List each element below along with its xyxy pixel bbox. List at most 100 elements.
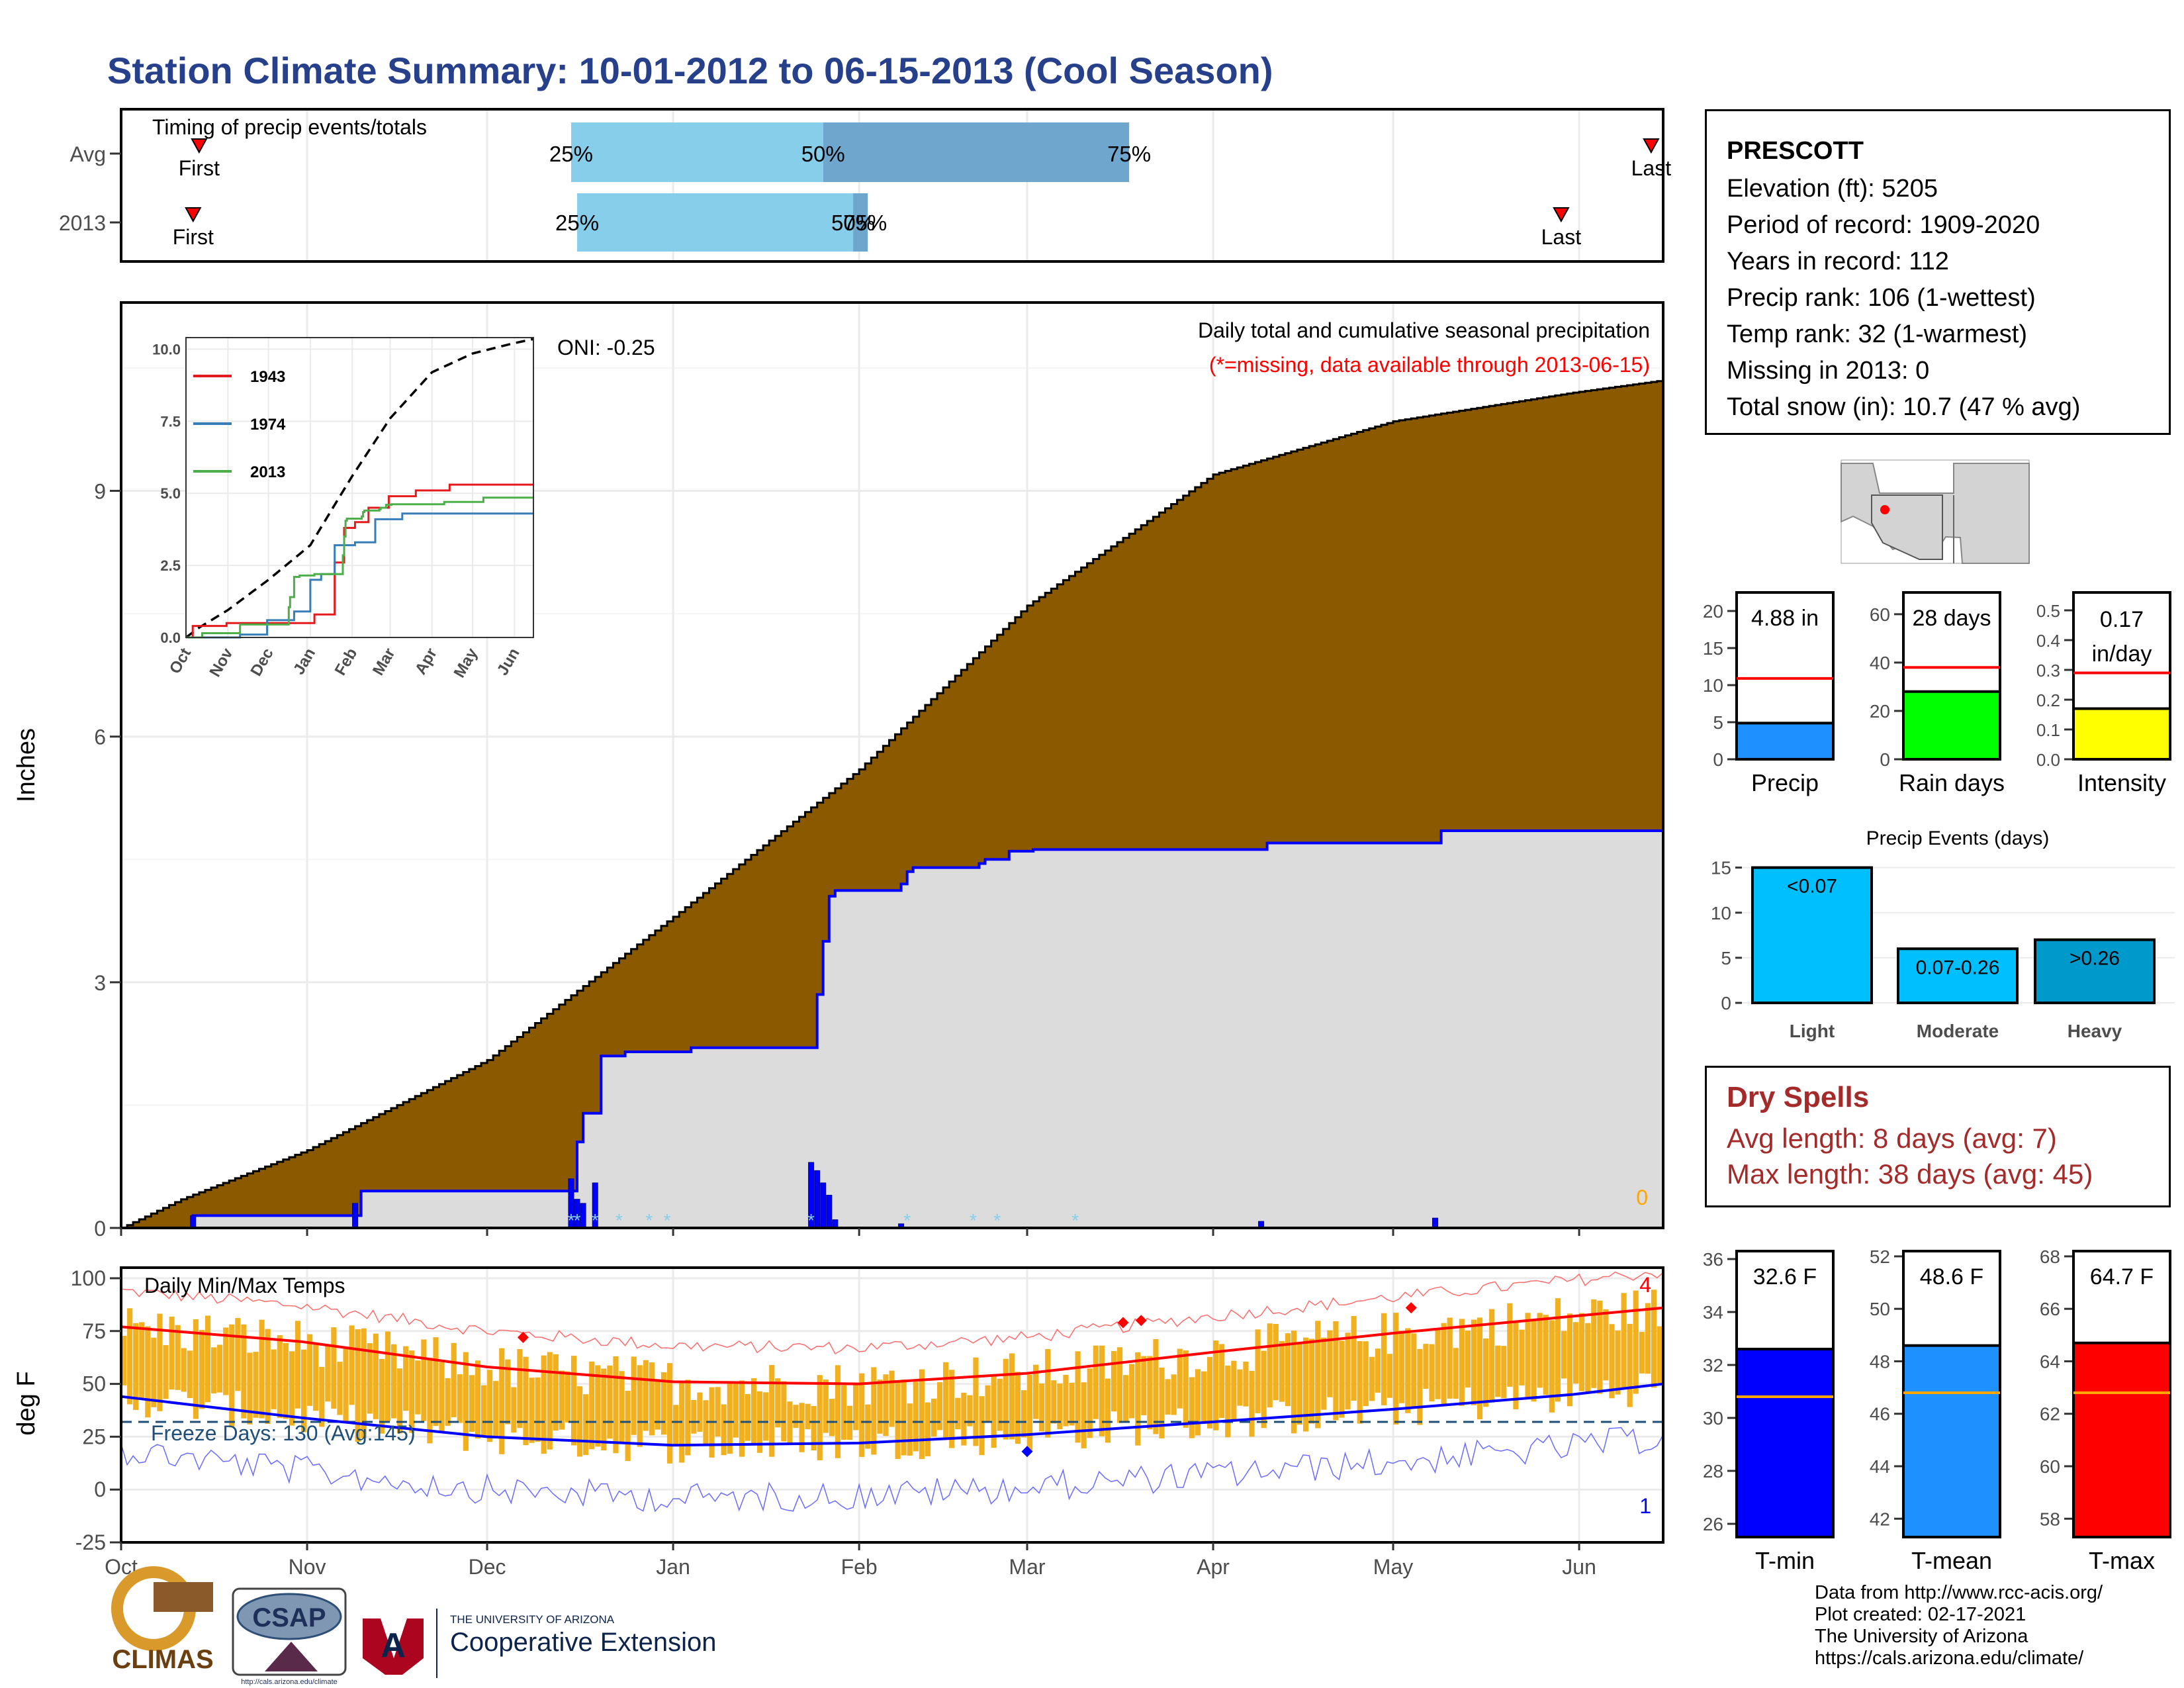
temp-daily-bar <box>427 1358 433 1444</box>
temp-daily-bar <box>1045 1348 1051 1438</box>
page-title: Station Climate Summary: 10-01-2012 to 0… <box>107 50 1273 91</box>
inset-ytick-label: 10.0 <box>152 341 181 357</box>
temp-daily-bar <box>823 1380 829 1433</box>
temp-daily-bar <box>853 1383 859 1430</box>
side-category-label: T-max <box>2089 1547 2155 1574</box>
footer-line-url: https://cals.arizona.edu/climate/ <box>1815 1648 2084 1669</box>
side-value-label: 28 days <box>1912 606 1991 631</box>
temp-daily-bar <box>595 1365 601 1447</box>
precip-trace-marker: * <box>574 1210 581 1231</box>
temp-daily-bar <box>1399 1331 1405 1403</box>
inset-line-1974 <box>186 512 533 639</box>
timing-avg-bar-low <box>570 122 823 182</box>
timing-pct-label: 75% <box>1107 142 1151 166</box>
temp-record-high-marker <box>1405 1302 1417 1314</box>
precip-ytick-label: 0 <box>94 1217 106 1241</box>
temp-daily-bar <box>901 1380 907 1456</box>
timing-pct-label: 25% <box>555 211 599 235</box>
events-category-label: Moderate <box>1917 1021 1999 1041</box>
temp-daily-bar <box>307 1334 313 1406</box>
logos: CLIMAS CSAP http://cals.arizona.edu/climat… <box>111 1566 716 1686</box>
precip-daily-bar <box>820 1182 827 1229</box>
temp-daily-bar <box>871 1367 877 1455</box>
temp-daily-bar <box>505 1359 511 1425</box>
temp-daily-bar <box>967 1395 973 1427</box>
temp-daily-bar <box>1021 1390 1027 1438</box>
side-bar <box>1735 1348 1835 1538</box>
temp-daily-bar <box>529 1378 535 1443</box>
temp-daily-bar <box>811 1406 817 1451</box>
precip-title-line2: (*=missing, data available through 2013-… <box>1209 353 1650 377</box>
side-ytick-label: 66 <box>2040 1299 2060 1319</box>
temp-daily-bar <box>1327 1330 1333 1397</box>
side-ytick-label: 15 <box>1703 638 1723 659</box>
temp-daily-bar <box>721 1404 727 1456</box>
station-line-snow: Total snow (in): 10.7 (47 % avg) <box>1727 393 2081 421</box>
temp-daily-bar <box>199 1330 205 1409</box>
temp-daily-bar <box>1435 1328 1441 1399</box>
logo-csap-text: CSAP <box>252 1603 326 1632</box>
temp-daily-bar <box>1387 1354 1393 1398</box>
temp-daily-bar <box>403 1346 409 1411</box>
events-bar-label: 0.07-0.26 <box>1916 957 2000 978</box>
temp-daily-bar <box>1537 1313 1543 1388</box>
temp-daily-bar <box>175 1325 181 1390</box>
side-category-label: T-min <box>1755 1547 1815 1574</box>
side-ytick-label: 20 <box>1870 701 1890 722</box>
side-bar <box>2072 707 2171 761</box>
temp-daily-bar <box>1147 1356 1153 1430</box>
temp-daily-bar <box>343 1348 349 1423</box>
temp-daily-bar <box>235 1318 241 1391</box>
temp-daily-bar <box>421 1339 427 1421</box>
temp-daily-bar <box>631 1356 637 1435</box>
temp-daily-bar <box>865 1404 871 1449</box>
temp-daily-bar <box>667 1363 673 1464</box>
temp-daily-bar <box>535 1377 541 1442</box>
temp-daily-bar <box>1501 1346 1507 1399</box>
temp-daily-bar <box>889 1370 895 1427</box>
temp-daily-bar <box>445 1378 451 1426</box>
temp-daily-bar <box>229 1324 235 1428</box>
logo-csap-url: http://cals.arizona.edu/climate <box>241 1678 338 1686</box>
temp-daily-bar <box>1206 1356 1213 1429</box>
temp-daily-bar <box>1369 1356 1375 1401</box>
temp-daily-bar <box>955 1397 961 1430</box>
temp-daily-bar <box>859 1373 865 1457</box>
side-value-label: 0.17 <box>2100 607 2144 632</box>
temp-xtick-label: Jan <box>656 1555 690 1579</box>
temp-daily-bar <box>1033 1364 1039 1419</box>
temp-daily-bar <box>961 1392 967 1446</box>
temp-daily-bar <box>1483 1338 1489 1407</box>
temp-daily-bar <box>187 1350 193 1398</box>
temp-daily-bar <box>1141 1356 1147 1415</box>
dry-spells-title: Dry Spells <box>1727 1081 1870 1113</box>
temp-daily-bar <box>685 1380 691 1456</box>
temp-daily-bar <box>1609 1324 1615 1399</box>
temp-daily-bar <box>319 1366 325 1427</box>
footer-line-source: Data from http://www.rcc-acis.org/ <box>1815 1582 2103 1603</box>
temp-daily-bar <box>727 1383 733 1454</box>
temp-daily-bar <box>493 1381 499 1436</box>
temp-xtick-label: Feb <box>841 1555 878 1579</box>
temp-daily-bar <box>1261 1350 1267 1429</box>
events-bar-label: <0.07 <box>1787 876 1837 898</box>
temp-daily-bar <box>583 1394 589 1455</box>
side-ytick-label: 60 <box>2040 1456 2060 1477</box>
temp-daily-bar <box>895 1380 901 1460</box>
temp-daily-bar <box>1171 1374 1177 1415</box>
temp-daily-bar <box>367 1343 373 1414</box>
temp-daily-bar <box>1003 1358 1009 1440</box>
temp-daily-bar <box>379 1358 385 1434</box>
temp-daily-bar <box>523 1356 529 1446</box>
temp-daily-bar <box>883 1374 889 1436</box>
temp-daily-bar <box>1201 1371 1207 1422</box>
temp-daily-bar <box>1597 1300 1603 1394</box>
temp-daily-bar <box>607 1365 613 1439</box>
precip-trace-marker: * <box>807 1210 815 1231</box>
temp-daily-bar <box>1645 1303 1651 1374</box>
temp-daily-bar <box>793 1405 799 1429</box>
temp-daily-bar <box>241 1324 247 1419</box>
temp-daily-bar <box>1465 1331 1471 1388</box>
temp-record-high-count: 4 <box>1639 1273 1651 1297</box>
